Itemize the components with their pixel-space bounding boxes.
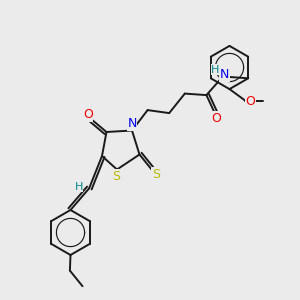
Text: O: O	[245, 95, 255, 108]
Text: H: H	[211, 65, 220, 75]
Text: N: N	[127, 117, 137, 130]
Text: O: O	[212, 112, 221, 125]
Text: O: O	[83, 108, 93, 122]
Text: S: S	[112, 169, 120, 183]
Text: H: H	[74, 182, 83, 192]
Text: S: S	[152, 168, 160, 181]
Text: N: N	[220, 68, 229, 82]
